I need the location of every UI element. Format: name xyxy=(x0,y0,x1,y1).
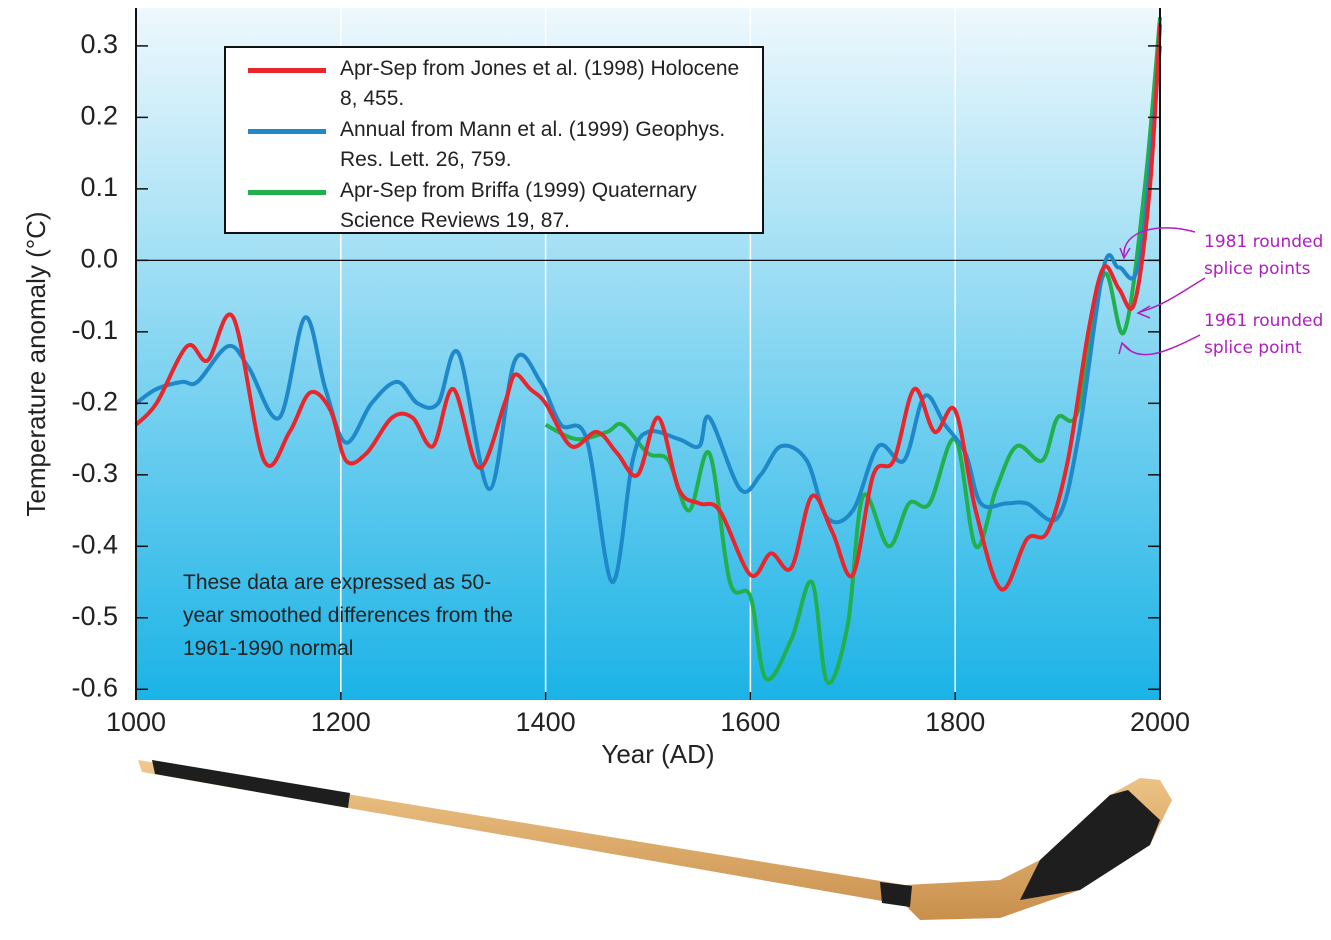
arrow xyxy=(1139,277,1206,313)
series-line xyxy=(134,24,1162,592)
tape xyxy=(152,760,350,808)
legend-label: Annual from Mann et al. (1999) Geophys. … xyxy=(340,118,726,171)
x-axis-label: Year (AD) xyxy=(601,739,714,769)
annotation-arrows xyxy=(1118,227,1206,356)
arrow-head xyxy=(1118,341,1131,355)
x-tick-label: 2000 xyxy=(1130,707,1190,737)
legend-swatch xyxy=(248,190,326,195)
legend-swatch xyxy=(248,129,326,134)
y-tick-label: -0.2 xyxy=(71,386,118,416)
legend-label: Apr-Sep from Jones et al. (1998) Holocen… xyxy=(340,57,740,110)
legend-swatch xyxy=(248,68,326,73)
x-tick-label: 1800 xyxy=(925,707,985,737)
x-tick-label: 1000 xyxy=(106,707,166,737)
hockey-stick xyxy=(138,760,1172,920)
arrow-head xyxy=(1119,247,1131,260)
legend-entry: Apr-Sep from Jones et al. (1998) Holocen… xyxy=(226,54,762,115)
legend-label: Apr-Sep from Briffa (1999) Quaternary Sc… xyxy=(340,179,697,232)
y-tick-label: -0.3 xyxy=(71,458,118,488)
annotation: 1981 rounded splice points xyxy=(1204,232,1324,279)
x-tick-label: 1600 xyxy=(720,707,780,737)
legend: Apr-Sep from Jones et al. (1998) Holocen… xyxy=(224,46,764,234)
y-tick-label: -0.4 xyxy=(71,529,118,559)
y-tick-label: 0.2 xyxy=(80,101,118,131)
blade-tape xyxy=(1020,790,1160,900)
arrow-head xyxy=(1136,305,1151,319)
y-tick-label: -0.1 xyxy=(71,315,118,345)
tape xyxy=(880,882,912,907)
y-tick-label: 0.0 xyxy=(80,243,118,273)
annotation: These data are expressed as 50-year smoo… xyxy=(183,571,513,660)
legend-entry: Apr-Sep from Briffa (1999) Quaternary Sc… xyxy=(226,176,762,237)
y-tick-label: -0.5 xyxy=(71,601,118,631)
arrow xyxy=(1123,227,1196,257)
legend-entry: Annual from Mann et al. (1999) Geophys. … xyxy=(226,115,762,176)
y-axis-label: Temperature anomaly (°C) xyxy=(21,211,51,516)
x-tick-label: 1400 xyxy=(516,707,576,737)
y-tick-label: 0.3 xyxy=(80,29,118,59)
y-tick-label: -0.6 xyxy=(71,672,118,702)
annotation: 1961 rounded splice point xyxy=(1204,311,1324,358)
y-tick-label: 0.1 xyxy=(80,172,118,202)
x-tick-label: 1200 xyxy=(311,707,371,737)
